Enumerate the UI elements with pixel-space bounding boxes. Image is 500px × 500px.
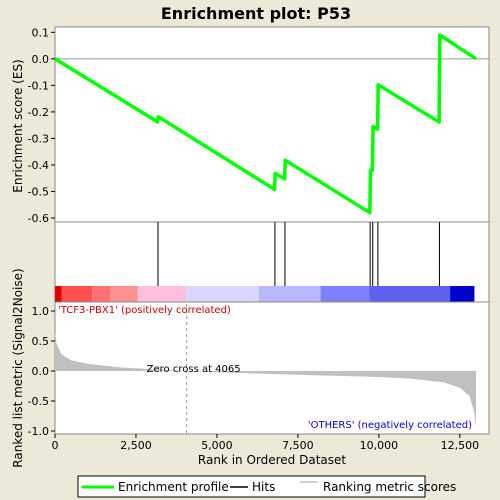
metric-tick-label: -1.0 (28, 425, 49, 438)
es-y-axis-label: Enrichment score (ES) (11, 59, 25, 192)
hits-panel (54, 221, 490, 303)
es-tick-label: -0.1 (28, 79, 49, 92)
es-tick-label: -0.2 (28, 106, 49, 119)
hits-group (157, 222, 440, 286)
x-axis-ticks: 0 2,500 5,000 7,500 10,000 12,500 (52, 434, 480, 452)
legend: Enrichment profile Hits Ranking metric s… (77, 475, 456, 498)
es-tick-label: 0.0 (32, 53, 50, 66)
zero-cross-label: Zero cross at 4065 (147, 364, 241, 375)
colorbar-segment (450, 286, 475, 302)
es-tick-label: -0.3 (28, 132, 49, 145)
es-plot-area (54, 26, 490, 223)
x-axis-label: Rank in Ordered Dataset (198, 453, 346, 467)
positive-correlation-label: 'TCF3-PBX1' (positively correlated) (58, 305, 231, 316)
x-tick-label: 10,000 (360, 439, 399, 452)
es-line-group (54, 33, 477, 215)
colorbar-segment (61, 286, 93, 302)
x-tick-label: 12,500 (441, 439, 480, 452)
colorbar-segment (92, 286, 111, 302)
metric-panel: 1.0 0.5 0.0 -0.5 -1.0 Zero cross at 4065 'TC… (28, 301, 490, 438)
legend-label-hits: Hits (252, 480, 275, 494)
colorbar-group (55, 286, 475, 302)
x-tick-label: 5,000 (201, 439, 233, 452)
legend-box (77, 475, 426, 498)
es-panel: 0.1 0.0 -0.1 -0.2 -0.3 -0.4 -0.5 -0.6 (28, 26, 490, 225)
metric-tick-label: 0.0 (32, 365, 50, 378)
metric-axis-ticks: 1.0 0.5 0.0 -0.5 -1.0 (28, 305, 55, 438)
metric-tick-label: 0.5 (32, 335, 50, 348)
x-tick-label: 0 (52, 439, 59, 452)
colorbar-segment (137, 286, 187, 302)
colorbar-segment (186, 286, 260, 302)
negative-correlation-label: 'OTHERS' (negatively correlated) (308, 420, 472, 431)
metric-tick-label: 1.0 (32, 305, 50, 318)
colorbar-segment (320, 286, 370, 302)
metric-y-axis-label: Ranked list metric (Signal2Noise) (11, 268, 25, 467)
es-tick-label: -0.6 (28, 212, 49, 225)
colorbar-segment (110, 286, 138, 302)
colorbar-segment (259, 286, 321, 302)
metric-tick-label: -0.5 (28, 395, 49, 408)
x-tick-label: 7,500 (282, 439, 314, 452)
es-axis-ticks: 0.1 0.0 -0.1 -0.2 -0.3 -0.4 -0.5 -0.6 (28, 26, 489, 225)
colorbar-segment (55, 286, 62, 302)
colorbar-segment (369, 286, 451, 302)
es-tick-label: -0.5 (28, 185, 49, 198)
es-tick-label: -0.4 (28, 159, 49, 172)
legend-label-enrichment: Enrichment profile (118, 480, 229, 494)
x-tick-label: 2,500 (120, 439, 152, 452)
chart-title: Enrichment plot: P53 (161, 4, 351, 23)
enrichment-profile-line (54, 33, 477, 215)
es-tick-label: 0.1 (32, 26, 50, 39)
legend-label-metric: Ranking metric scores (323, 480, 456, 494)
